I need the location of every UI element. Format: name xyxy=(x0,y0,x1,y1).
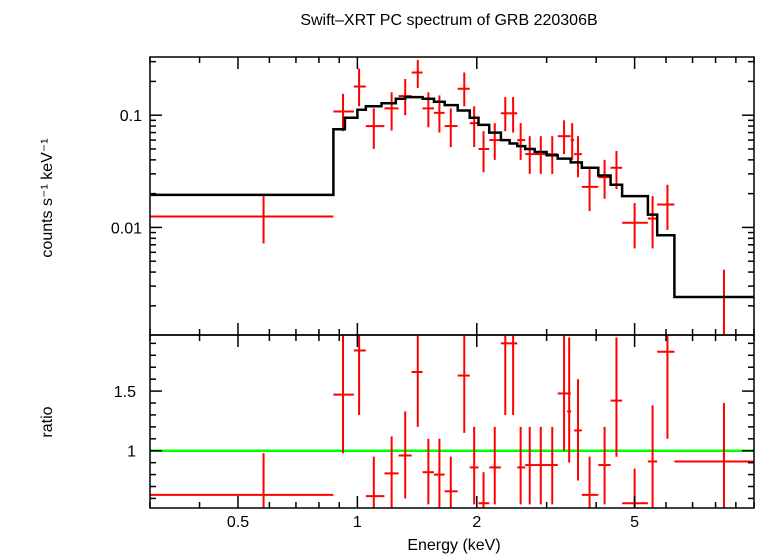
ratio-data-point-11 xyxy=(469,426,479,505)
ratio-data-point-21 xyxy=(567,337,572,463)
bottom-panel-frame xyxy=(149,334,755,509)
top-data-point-23 xyxy=(581,166,599,212)
top-data-point-1 xyxy=(333,93,354,132)
top-data-point-2 xyxy=(353,68,366,107)
bottom-y-tick-label-1: 1.5 xyxy=(114,384,136,401)
top-data-point-0 xyxy=(150,196,334,244)
ratio-data-point-23 xyxy=(581,456,599,508)
x-tick-label-3: 5 xyxy=(630,514,639,531)
ratio-data-point-0 xyxy=(150,453,334,508)
top-data-point-10 xyxy=(457,72,470,107)
ratio-data-point-15 xyxy=(509,335,518,415)
top-data-point-11 xyxy=(469,106,479,148)
top-data-point-20 xyxy=(557,120,571,155)
ratio-data-point-10 xyxy=(457,335,470,433)
top-data-point-22 xyxy=(574,136,582,178)
top-data-point-18 xyxy=(534,136,547,174)
top-data-point-16 xyxy=(517,123,526,160)
top-panel: 0.01 0.1 xyxy=(111,56,755,336)
top-data-point-24 xyxy=(598,159,611,199)
x-tick-label-2: 2 xyxy=(472,514,481,531)
top-data-point-21 xyxy=(570,123,575,160)
top-y-tick-label-1: 0.1 xyxy=(120,108,142,125)
ratio-data-point-9 xyxy=(444,456,458,508)
top-panel-ylabel: counts s⁻¹ keV⁻¹ xyxy=(39,138,56,257)
ratio-data-point-27 xyxy=(647,405,658,508)
chart-title: Swift–XRT PC spectrum of GRB 220306B xyxy=(300,12,597,29)
ratio-data-point-3 xyxy=(365,456,385,508)
top-data-point-6 xyxy=(411,60,423,88)
bottom-axes-layer: 11.5 xyxy=(114,334,755,509)
top-y-tick-label-0: 0.01 xyxy=(111,220,142,237)
ratio-data-point-5 xyxy=(398,411,412,499)
top-data-point-12 xyxy=(478,131,490,173)
top-data-point-13 xyxy=(489,123,501,160)
ratio-data-point-18 xyxy=(534,426,547,505)
top-data-point-14 xyxy=(500,97,510,132)
top-data-layer xyxy=(150,60,754,335)
ratio-data-point-19 xyxy=(546,426,558,505)
model-curve xyxy=(150,95,754,299)
x-tick-labels: 0.5 1 2 5 xyxy=(227,514,639,531)
top-data-point-15 xyxy=(509,97,518,133)
ratio-data-point-13 xyxy=(489,426,501,505)
top-data-point-28 xyxy=(657,184,675,230)
ratio-data-point-29 xyxy=(674,403,754,508)
x-axis-label: Energy (keV) xyxy=(407,537,500,554)
ratio-data-point-12 xyxy=(478,472,490,508)
top-data-point-29 xyxy=(674,269,754,335)
ratio-data-point-4 xyxy=(384,436,399,508)
ratio-data-point-22 xyxy=(574,379,582,481)
top-data-point-4 xyxy=(384,92,399,131)
bottom-y-tick-label-0: 1 xyxy=(127,444,136,461)
x-tick-label-0: 0.5 xyxy=(227,514,249,531)
x-tick-label-1: 1 xyxy=(353,514,362,531)
ratio-data-point-7 xyxy=(422,438,434,505)
ratio-data-point-24 xyxy=(598,426,611,505)
top-data-point-9 xyxy=(444,108,458,148)
ratio-data-point-8 xyxy=(433,438,445,508)
ratio-data-point-25 xyxy=(610,337,623,457)
ratio-data-point-28 xyxy=(657,335,675,439)
top-data-point-25 xyxy=(610,150,623,189)
bottom-data-layer xyxy=(150,335,754,508)
top-model-layer xyxy=(150,95,754,299)
top-data-point-7 xyxy=(422,92,434,128)
ratio-data-point-2 xyxy=(353,335,366,415)
ratio-data-point-17 xyxy=(525,426,535,505)
ratio-data-point-14 xyxy=(500,335,510,415)
ratio-data-point-16 xyxy=(517,426,526,505)
top-data-point-26 xyxy=(622,203,648,249)
ratio-data-point-6 xyxy=(411,335,423,427)
bottom-panel: 11.5 xyxy=(114,334,755,509)
top-data-point-27 xyxy=(647,196,658,249)
top-data-point-17 xyxy=(525,136,535,174)
ratio-data-point-1 xyxy=(333,335,354,454)
top-data-point-3 xyxy=(365,108,385,149)
bottom-panel-ylabel: ratio xyxy=(39,406,56,437)
